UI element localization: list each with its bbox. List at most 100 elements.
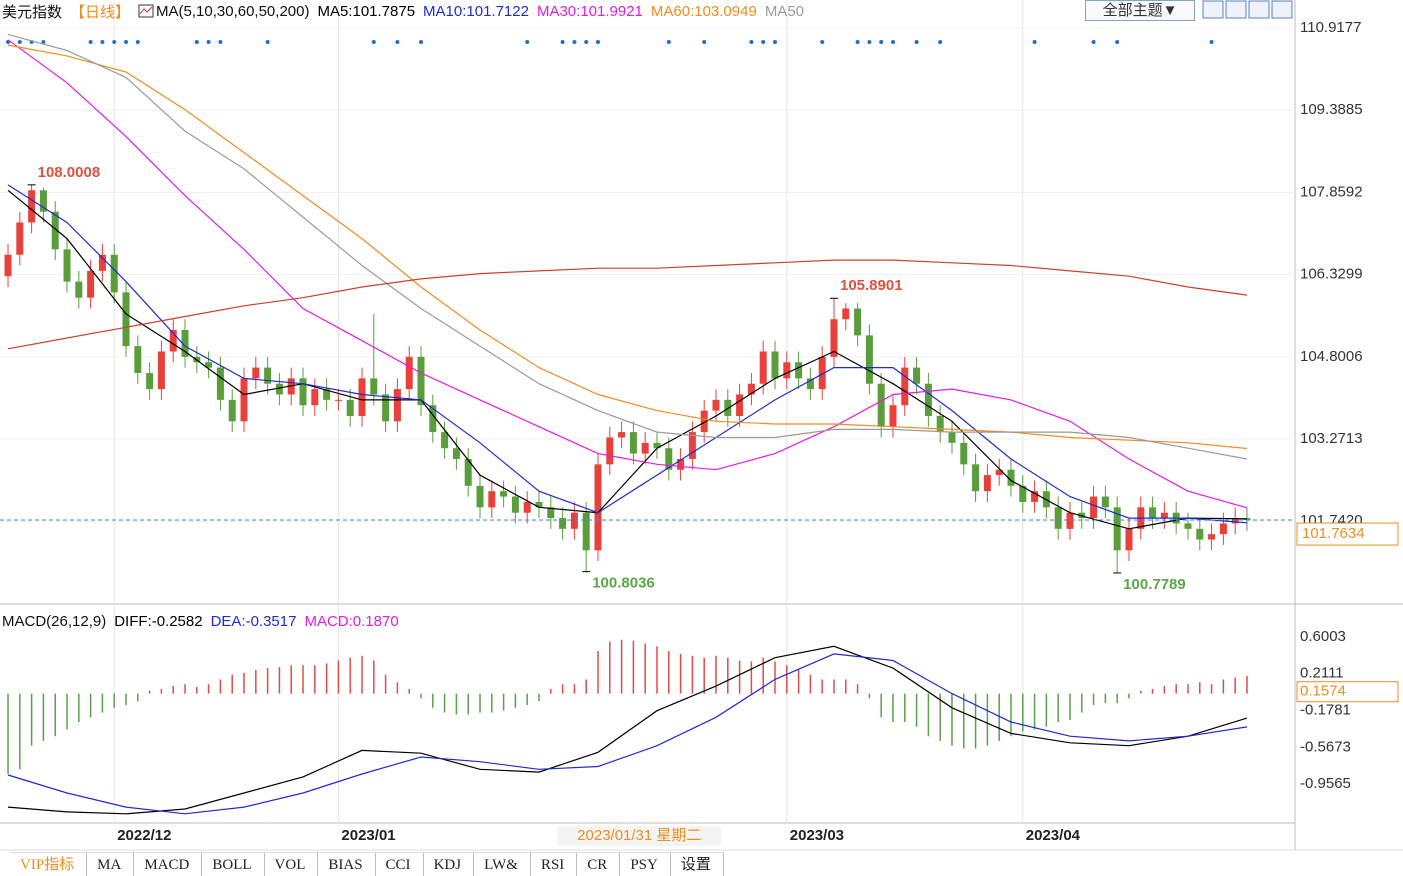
series-line <box>7 184 1248 524</box>
candle-body <box>547 507 555 519</box>
signal-dot <box>194 40 199 44</box>
candle-body <box>818 356 826 390</box>
candle-body <box>51 211 59 250</box>
signal-dot <box>1091 40 1096 44</box>
theme-button[interactable]: 全部主题▼ <box>1085 0 1195 21</box>
candle-body <box>1090 496 1098 519</box>
candle-body <box>806 378 814 390</box>
histogram-bar <box>361 655 363 694</box>
tab[interactable]: VOL <box>265 853 319 876</box>
candle-body <box>334 399 342 401</box>
signal-dot <box>265 40 270 44</box>
candle-body <box>16 222 24 255</box>
tab[interactable]: RSI <box>531 853 578 876</box>
histogram-bar <box>1069 693 1071 721</box>
signal-dot <box>1115 40 1120 44</box>
histogram-bar <box>1234 677 1236 694</box>
candle-body <box>500 491 508 497</box>
tab-bar: VIP指标 MA MACD BOLL VOL BIAS CCI KDJ LW& RSI CR PSY 设… <box>10 852 724 876</box>
tab[interactable]: CCI <box>376 853 424 876</box>
histogram-bar <box>585 679 587 694</box>
histogram-bar <box>609 641 611 694</box>
tab[interactable]: MACD <box>134 853 203 876</box>
histogram-bar <box>502 693 505 711</box>
annotation-label: 108.0008 <box>38 164 101 181</box>
signal-dot <box>1032 40 1037 44</box>
histogram-bar <box>491 693 493 713</box>
histogram-bar <box>1187 684 1189 694</box>
series-line <box>7 33 1248 460</box>
legend-item: MA5:101.7875 <box>317 2 416 20</box>
candle-body <box>346 399 354 416</box>
tab[interactable]: PSY <box>620 853 671 876</box>
icon-button[interactable] <box>1225 0 1247 19</box>
histogram-bar <box>467 693 469 715</box>
instrument-name: 美元指数 <box>2 3 63 21</box>
header: 美元指数 【日线】 MA(5,10,30,60,50,200) MA5:101.… <box>2 0 804 22</box>
candle-body <box>559 518 567 529</box>
icon-button[interactable] <box>1248 0 1270 19</box>
histogram-bar <box>892 693 894 723</box>
histogram-bar <box>538 693 540 702</box>
histogram-bar <box>66 693 68 730</box>
histogram-bar <box>384 674 387 694</box>
candle-body <box>75 281 83 298</box>
signal-dot <box>395 40 400 44</box>
period[interactable]: 【日线】 <box>70 3 131 21</box>
candle-body <box>665 448 673 470</box>
cursor-label: 2023/01/31 星期二 <box>577 827 701 844</box>
tab[interactable]: VIP指标 <box>10 853 88 876</box>
signal-dot <box>914 40 919 44</box>
histogram-bar <box>561 684 564 694</box>
histogram-bar <box>1222 679 1225 694</box>
signal-dot <box>218 40 223 44</box>
histogram-bar <box>963 693 965 749</box>
histogram-bar <box>89 693 92 718</box>
candle-body <box>535 501 543 508</box>
histogram-bar <box>30 693 33 746</box>
tab[interactable]: LW& <box>474 853 531 876</box>
candle-body <box>429 405 437 433</box>
signal-dot <box>772 40 777 44</box>
legend: DIFF:-0.2582 DEA:-0.3517 MACD:0.1870 <box>114 613 398 630</box>
histogram-bar <box>809 674 812 694</box>
histogram-bar <box>137 693 139 702</box>
candle-body <box>63 249 71 282</box>
tab[interactable]: CR <box>577 853 621 876</box>
histogram-bar <box>1045 693 1048 727</box>
histogram-bar <box>1010 693 1012 737</box>
candle-body <box>889 405 897 427</box>
annotation-label: 100.8036 <box>592 575 655 592</box>
histogram-bar <box>396 682 399 694</box>
tab[interactable]: BOLL <box>202 853 265 876</box>
x-tick-label: 2023/03 <box>790 827 844 844</box>
series-line <box>7 653 1248 815</box>
icon-button[interactable] <box>1271 0 1293 19</box>
histogram-bar <box>1128 693 1130 699</box>
tab[interactable]: KDJ <box>424 853 475 876</box>
signal-dot <box>855 40 860 44</box>
candle-body <box>1196 528 1204 540</box>
tab[interactable]: BIAS <box>318 853 376 876</box>
histogram-bar <box>1057 693 1059 723</box>
histogram-bar <box>1116 693 1118 704</box>
icon-button[interactable] <box>1202 0 1224 19</box>
histogram-bar <box>632 640 635 694</box>
candle-body <box>216 367 224 400</box>
toolbar-icons[interactable] <box>1202 0 1293 19</box>
series-line <box>7 259 1248 350</box>
signal-dot <box>112 40 117 44</box>
legend: MA5:101.7875 MA10:101.7122 MA30:101.9921 MA… <box>317 3 804 20</box>
candle-body <box>28 190 36 223</box>
histogram-bar <box>7 693 9 775</box>
signal-dot <box>584 40 589 44</box>
tab[interactable]: 设置 <box>671 853 724 876</box>
candle-body <box>1219 523 1227 535</box>
histogram-bar <box>974 693 977 749</box>
candle-body <box>240 378 248 422</box>
histogram-bar <box>113 693 115 708</box>
macd-title: MACD(26,12,9) <box>2 612 107 630</box>
signal-dot <box>666 40 671 44</box>
tab[interactable]: MA <box>87 853 135 876</box>
